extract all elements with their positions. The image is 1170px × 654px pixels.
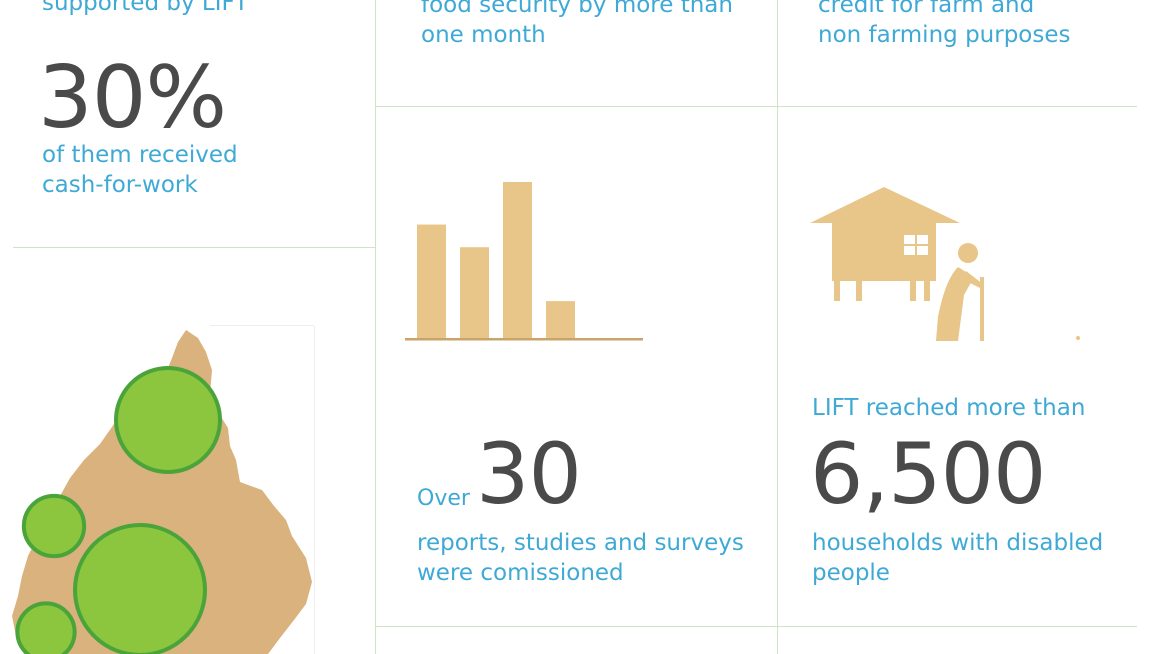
stat-prefix: Over (417, 486, 470, 511)
divider-vertical-2 (777, 0, 778, 654)
bar-chart-icon (405, 182, 643, 341)
divider-horizontal-bottom (375, 626, 1137, 627)
stat-desc-line2: cash-for-work (42, 172, 198, 198)
cell-top-line2: non farming purposes (818, 22, 1071, 48)
region-map-icon (12, 330, 312, 654)
stat-desc-line1: households with disabled (812, 530, 1104, 556)
divider-horizontal-left (13, 247, 375, 248)
divider-horizontal-top (375, 106, 1137, 107)
bar-3 (503, 182, 532, 338)
cell-top-text: supported by LIFT (42, 0, 249, 16)
bar-2 (460, 247, 489, 338)
cell-top-line1: credit for farm and (818, 0, 1035, 18)
map-frame-top-line (210, 325, 314, 326)
stat-value-reports: 30 (476, 425, 582, 523)
stat-desc-line2: were comissioned (417, 560, 624, 586)
stat-desc-line2: people (812, 560, 890, 586)
house-elderly-person-icon (810, 187, 1080, 341)
stat-intro: LIFT reached more than (812, 395, 1086, 421)
map-bubble-center (73, 523, 207, 654)
stat-value-percent: 30% (38, 48, 227, 148)
cell-top-line1: food security by more than (421, 0, 733, 18)
map-bubble-north (114, 366, 222, 474)
stat-desc-line1: reports, studies and surveys (417, 530, 744, 556)
stat-desc-line1: of them received (42, 142, 238, 168)
map-bubble-south-west (15, 601, 77, 654)
bar-1 (417, 224, 446, 338)
map-frame-line (314, 326, 315, 654)
stat-value-households: 6,500 (810, 425, 1046, 523)
map-bubble-west (21, 493, 87, 559)
divider-vertical-1 (375, 0, 376, 654)
bar-4 (546, 301, 575, 338)
cell-top-line2: one month (421, 22, 546, 48)
bar-chart-baseline (405, 338, 643, 341)
